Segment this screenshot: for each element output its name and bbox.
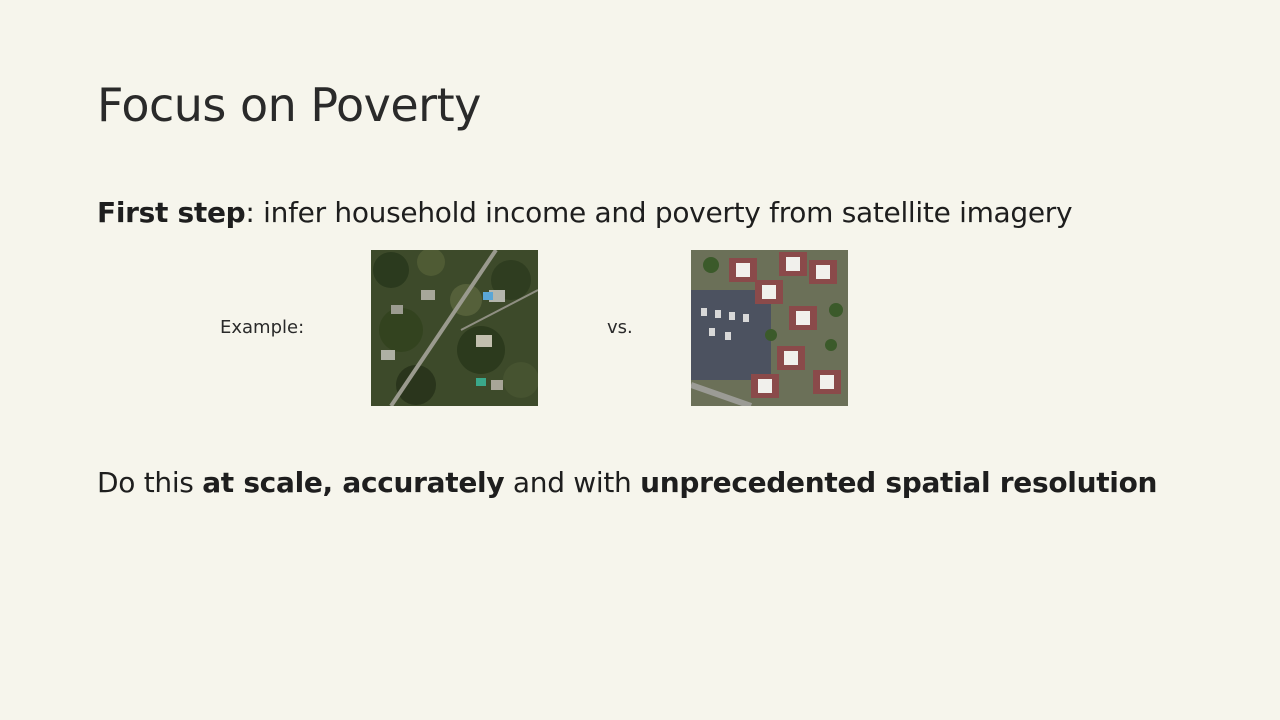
vs-label: vs. — [607, 317, 633, 338]
first-step-line: First step: infer household income and p… — [97, 196, 1073, 229]
line2-part2: and with — [504, 466, 641, 499]
line2-bold1: at scale, accurately — [202, 466, 505, 499]
dense-housing-satellite-image — [691, 250, 848, 406]
wealthy-neighborhood-satellite-image — [371, 250, 538, 406]
line2-bold2: unprecedented spatial resolution — [640, 466, 1158, 499]
slide-title: Focus on Poverty — [97, 78, 481, 132]
scale-accuracy-line: Do this at scale, accurately and with un… — [97, 466, 1157, 499]
first-step-bold: First step — [97, 196, 246, 229]
first-step-rest: : infer household income and poverty fro… — [245, 196, 1073, 229]
line2-part1: Do this — [97, 466, 203, 499]
example-label: Example: — [220, 317, 305, 338]
